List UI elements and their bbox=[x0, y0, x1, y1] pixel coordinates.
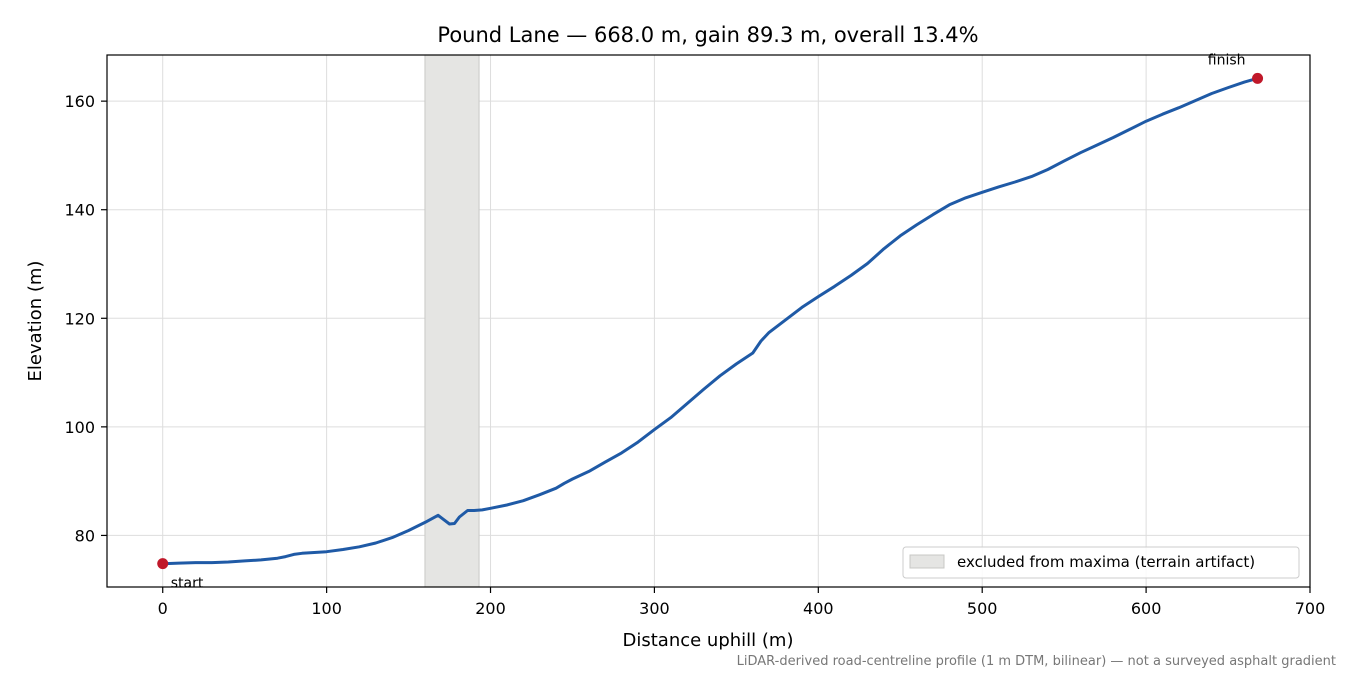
x-tick-label: 400 bbox=[803, 599, 834, 618]
x-tick-label: 500 bbox=[967, 599, 998, 618]
endpoint-markers bbox=[157, 72, 1264, 570]
start-annotation: start bbox=[171, 576, 204, 592]
legend-swatch bbox=[909, 554, 945, 569]
chart-title: Pound Lane — 668.0 m, gain 89.3 m, overa… bbox=[437, 23, 978, 47]
x-axis-label: Distance uphill (m) bbox=[623, 630, 794, 651]
elevation-line bbox=[161, 76, 1260, 566]
axes-frame bbox=[106, 54, 1311, 588]
x-tick-label: 300 bbox=[639, 599, 670, 618]
y-axis-label: Elevation (m) bbox=[25, 261, 46, 382]
y-tick-label: 80 bbox=[75, 526, 95, 545]
x-axis-ticks: 0 100 200 300 400 500 600 700 bbox=[158, 587, 1326, 618]
excluded-band bbox=[424, 54, 480, 588]
annotations: start finish bbox=[171, 52, 1246, 591]
finish-annotation: finish bbox=[1208, 52, 1246, 68]
x-tick-label: 700 bbox=[1295, 599, 1326, 618]
legend-box bbox=[902, 546, 1300, 579]
finish-marker bbox=[1252, 72, 1264, 84]
start-marker bbox=[157, 558, 169, 570]
y-tick-label: 140 bbox=[64, 201, 95, 220]
legend-label: excluded from maxima (terrain artifact) bbox=[957, 553, 1255, 571]
legend: excluded from maxima (terrain artifact) bbox=[902, 546, 1300, 579]
y-tick-label: 100 bbox=[64, 418, 95, 437]
y-tick-label: 120 bbox=[64, 309, 95, 328]
y-tick-label: 160 bbox=[64, 92, 95, 111]
grid-lines bbox=[107, 55, 1311, 587]
x-tick-label: 100 bbox=[311, 599, 342, 618]
x-tick-label: 200 bbox=[475, 599, 506, 618]
x-tick-label: 600 bbox=[1131, 599, 1162, 618]
y-axis-ticks: 80 100 120 140 160 bbox=[64, 92, 107, 545]
x-tick-label: 0 bbox=[158, 599, 168, 618]
footnote: LiDAR-derived road-centreline profile (1… bbox=[737, 654, 1336, 669]
